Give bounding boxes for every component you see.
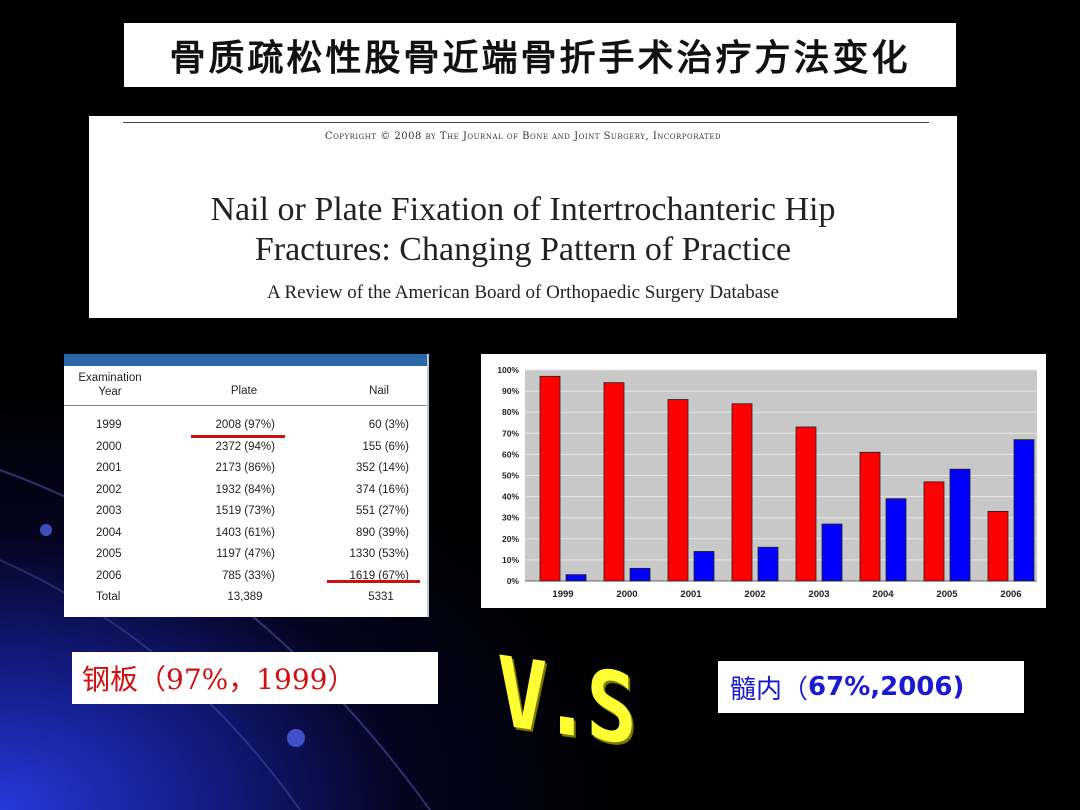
x-tick-label: 2002	[744, 589, 765, 600]
bar-chart: 0% 10% 20% 30% 40% 50% 60% 70% 80% 90% 100% 1999 200…	[481, 354, 1046, 608]
bar-2003-1	[821, 523, 843, 582]
table-row: 2005 1197 (47%) 1330 (53%)	[64, 548, 427, 569]
y-tick-label: 80%	[502, 407, 519, 417]
versus-text: V.S	[497, 634, 631, 767]
paper-header-image: Copyright © 2008 by The Journal of Bone …	[89, 116, 957, 318]
header-year-line1: Examination	[78, 372, 142, 384]
y-tick-label: 30%	[502, 513, 519, 523]
bar-2005-0	[923, 481, 945, 582]
plate-summary-label: 钢板（97%，1999）	[72, 652, 438, 704]
bar-2003-0	[795, 426, 817, 582]
cell-nail: 60 (3%)	[368, 419, 409, 431]
bar-2001-0	[667, 399, 689, 582]
y-tick-label: 50%	[502, 471, 519, 481]
cell-plate: 1519 (73%)	[215, 505, 275, 517]
nail-summary-cn: 髓内（	[730, 674, 809, 705]
bar-2002-0	[731, 403, 753, 582]
cell-total-nail: 5331	[368, 591, 394, 603]
bar-2005-1	[949, 468, 971, 582]
header-year-line2: Year	[98, 386, 122, 398]
paper-title-line2: Fractures: Changing Pattern of Practice	[254, 231, 792, 268]
cell-year: 2006	[96, 569, 122, 582]
cell-year: 2005	[96, 548, 122, 560]
y-tick-label: 90%	[502, 386, 519, 396]
slide-title: 骨质疏松性股骨近端骨折手术治疗方法变化	[124, 23, 956, 87]
table-row: 2000 2372 (94%) 155 (6%)	[64, 441, 427, 462]
cell-year: 2000	[96, 440, 122, 453]
highlight-underline-plate-1999	[191, 435, 285, 438]
x-tick-label: 2000	[616, 589, 637, 600]
cell-nail: 1619 (67%)	[349, 569, 409, 582]
cell-nail: 352 (14%)	[355, 462, 409, 474]
bar-1999-0	[539, 375, 561, 582]
paper-copyright: Copyright © 2008 by The Journal of Bone …	[324, 131, 722, 142]
paper-title-line1: Nail or Plate Fixation of Intertrochante…	[210, 191, 836, 228]
paper-title: Nail or Plate Fixation of Intertrochante…	[89, 190, 957, 270]
bar-2004-0	[859, 451, 881, 582]
nail-summary-value: 67%,2006)	[808, 672, 965, 702]
table-row: 2003 1519 (73%) 551 (27%)	[64, 505, 427, 526]
x-tick-label: 1999	[552, 589, 573, 600]
header-nail: Nail	[369, 385, 389, 397]
table-right-bar	[427, 354, 429, 617]
cell-year: 1999	[96, 419, 122, 431]
table-row: 1999 2008 (97%) 60 (3%)	[64, 419, 427, 440]
header-rule	[64, 405, 427, 406]
bar-1999-1	[565, 574, 587, 582]
paper-rule	[123, 122, 929, 123]
cell-year: 2001	[96, 462, 122, 474]
cell-plate: 1403 (61%)	[215, 526, 275, 539]
bar-2006-0	[987, 510, 1009, 582]
cell-nail: 155 (6%)	[362, 440, 409, 453]
table-row: 2004 1403 (61%) 890 (39%)	[64, 527, 427, 548]
table-row: 2006 785 (33%) 1619 (67%)	[64, 570, 427, 591]
x-tick-label: 2006	[1000, 589, 1021, 600]
y-tick-label: 70%	[502, 428, 519, 438]
bar-2001-1	[693, 551, 715, 582]
cell-plate: 2008 (97%)	[215, 419, 275, 431]
data-table: Examination Year Plate Nail 1999 2008 (9…	[64, 354, 429, 617]
cell-plate: 1932 (84%)	[215, 483, 275, 496]
table-top-bar	[64, 354, 429, 366]
cell-total-label: Total	[96, 591, 121, 603]
y-tick-label: 60%	[502, 449, 519, 459]
cell-plate: 1197 (47%)	[216, 548, 275, 560]
table-row: 2001 2173 (86%) 352 (14%)	[64, 462, 427, 483]
bar-2000-0	[603, 382, 625, 582]
bar-chart-svg: 0% 10% 20% 30% 40% 50% 60% 70% 80% 90% 100% 1999 200…	[497, 365, 1037, 600]
bar-2006-1	[1013, 439, 1035, 582]
cell-plate: 2372 (94%)	[215, 440, 275, 453]
x-tick-label: 2003	[808, 589, 829, 600]
cell-plate: 2173 (86%)	[215, 462, 275, 474]
table-row: 2002 1932 (84%) 374 (16%)	[64, 484, 427, 505]
y-tick-label: 100%	[497, 365, 519, 375]
bar-2000-1	[629, 567, 651, 582]
cell-year: 2002	[96, 483, 122, 496]
cell-nail: 374 (16%)	[355, 483, 409, 496]
cell-total-plate: 13,389	[227, 591, 263, 603]
header-plate: Plate	[230, 385, 258, 397]
nail-summary-label: 髓内（ 67%,2006)	[718, 661, 1024, 713]
highlight-underline-nail-2006	[327, 580, 420, 583]
cell-plate: 785 (33%)	[221, 569, 275, 582]
y-tick-label: 0%	[507, 576, 520, 586]
cell-nail: 890 (39%)	[355, 526, 409, 539]
y-tick-label: 40%	[502, 492, 519, 502]
y-tick-label: 20%	[502, 534, 519, 544]
cell-nail: 551 (27%)	[355, 505, 409, 517]
bar-2004-1	[885, 498, 907, 582]
paper-subtitle: A Review of the American Board of Orthop…	[267, 282, 779, 303]
y-tick-label: 10%	[502, 555, 519, 565]
bar-2002-1	[757, 546, 779, 582]
table-row-total: Total 13,389 5331	[64, 591, 427, 612]
x-tick-label: 2004	[872, 589, 894, 600]
x-tick-label: 2001	[680, 589, 702, 600]
header-year: Examination Year	[70, 371, 150, 399]
cell-nail: 1330 (53%)	[349, 548, 409, 560]
cell-year: 2004	[96, 526, 122, 539]
cell-year: 2003	[96, 505, 122, 517]
x-tick-label: 2005	[936, 589, 958, 600]
